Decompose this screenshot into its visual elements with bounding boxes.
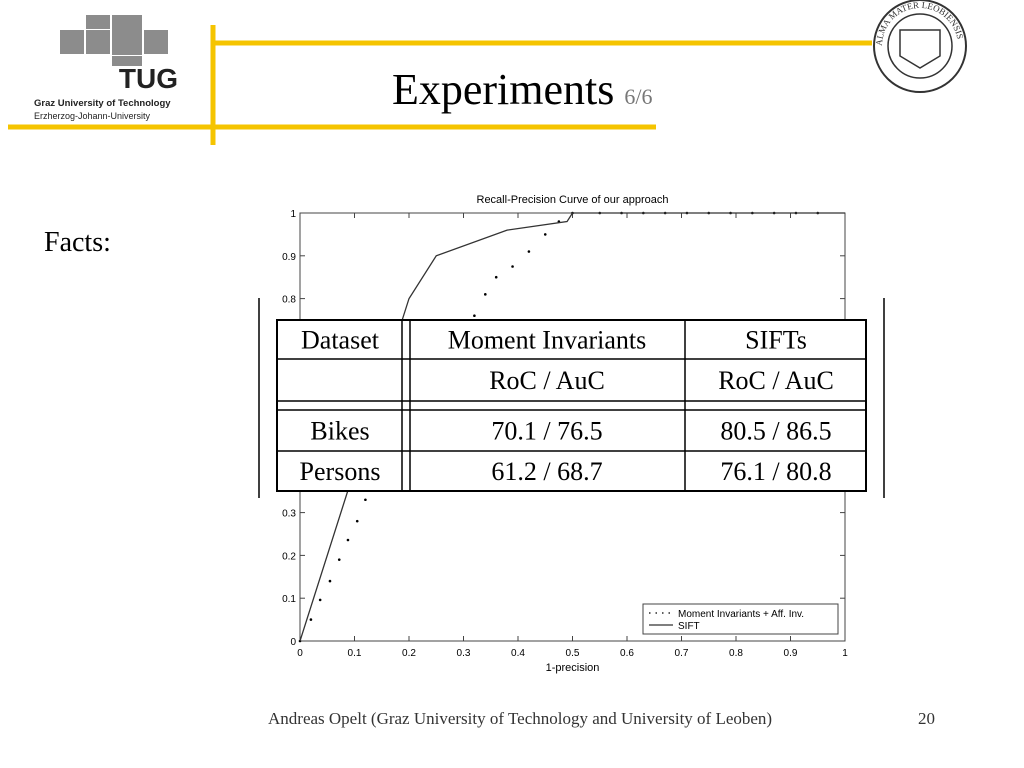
x-tick-label: 0.7 — [675, 648, 689, 659]
data-point — [318, 598, 322, 602]
x-tick-label: 0.6 — [620, 648, 634, 659]
x-tick-label: 0.1 — [348, 648, 362, 659]
table-cell: Bikes — [310, 417, 369, 446]
x-tick-label: 0.8 — [729, 648, 743, 659]
data-point — [337, 558, 341, 561]
data-point — [543, 233, 547, 236]
table-cell: RoC / AuC — [489, 366, 605, 395]
data-point — [484, 293, 487, 296]
table-bg — [276, 319, 867, 492]
data-point — [364, 498, 367, 502]
title: Experiments — [392, 65, 614, 114]
facts-label: Facts: — [44, 227, 111, 258]
legend-label: SIFT — [678, 621, 700, 632]
legend-box — [642, 603, 839, 635]
data-point — [527, 250, 531, 253]
table-cell: 61.2 / 68.7 — [491, 457, 602, 486]
data-point — [494, 275, 498, 279]
x-tick-label: 0.3 — [457, 648, 471, 659]
data-point — [328, 579, 332, 583]
chart-title: Recall-Precision Curve of our approach — [477, 194, 669, 206]
x-tick-label: 0.2 — [402, 648, 416, 659]
y-tick-label: 0.2 — [282, 551, 296, 562]
data-point — [511, 265, 514, 268]
y-tick-label: 0.8 — [282, 295, 296, 306]
table-cell: RoC / AuC — [718, 366, 834, 395]
data-point — [309, 618, 313, 621]
y-tick-label: 0 — [290, 637, 296, 648]
table-cell: 76.1 / 80.8 — [720, 457, 831, 486]
subtitle: 6/6 — [624, 84, 652, 109]
x-tick-label: 0.5 — [566, 648, 580, 659]
x-tick-label: 0.4 — [511, 648, 525, 659]
table-cell: 70.1 / 76.5 — [491, 417, 602, 446]
logo-blocks — [60, 15, 168, 66]
table-cell: Persons — [300, 457, 381, 486]
table: Dataset Moment Invariants SIFTs RoC / AuC Ro… — [258, 298, 885, 498]
data-point — [355, 519, 359, 523]
table-cell: SIFTs — [745, 326, 807, 355]
x-axis-label: 1-precision — [546, 662, 600, 674]
slide-title: Experiments 6/6 — [392, 65, 653, 114]
logo-text: TUG — [119, 63, 178, 94]
university-sub: Erzherzog-Johann-University — [34, 111, 151, 121]
x-tick-label: 1 — [842, 648, 848, 659]
data-line — [299, 212, 845, 642]
legend-label: Moment Invariants + Aff. Inv. — [678, 609, 804, 620]
y-tick-label: 0.1 — [282, 594, 296, 605]
footer-page: 20 — [918, 709, 935, 728]
seal: ALMA MATER LEOBIENSIS — [873, 0, 967, 93]
footer-author: Andreas Opelt (Graz University of Techno… — [268, 709, 772, 728]
x-tick-label: 0.9 — [784, 648, 798, 659]
data-point — [473, 314, 476, 318]
data-point — [346, 538, 350, 542]
y-tick-label: 0.9 — [282, 252, 296, 263]
y-tick-label: 0.3 — [282, 509, 296, 520]
table-cell: Moment Invariants — [448, 326, 647, 355]
table-cell: 80.5 / 86.5 — [720, 417, 831, 446]
table-cell: Dataset — [301, 326, 380, 355]
university: Graz University of Technology — [34, 98, 171, 109]
y-tick-label: 1 — [290, 209, 296, 220]
x-tick-label: 0 — [297, 648, 303, 659]
